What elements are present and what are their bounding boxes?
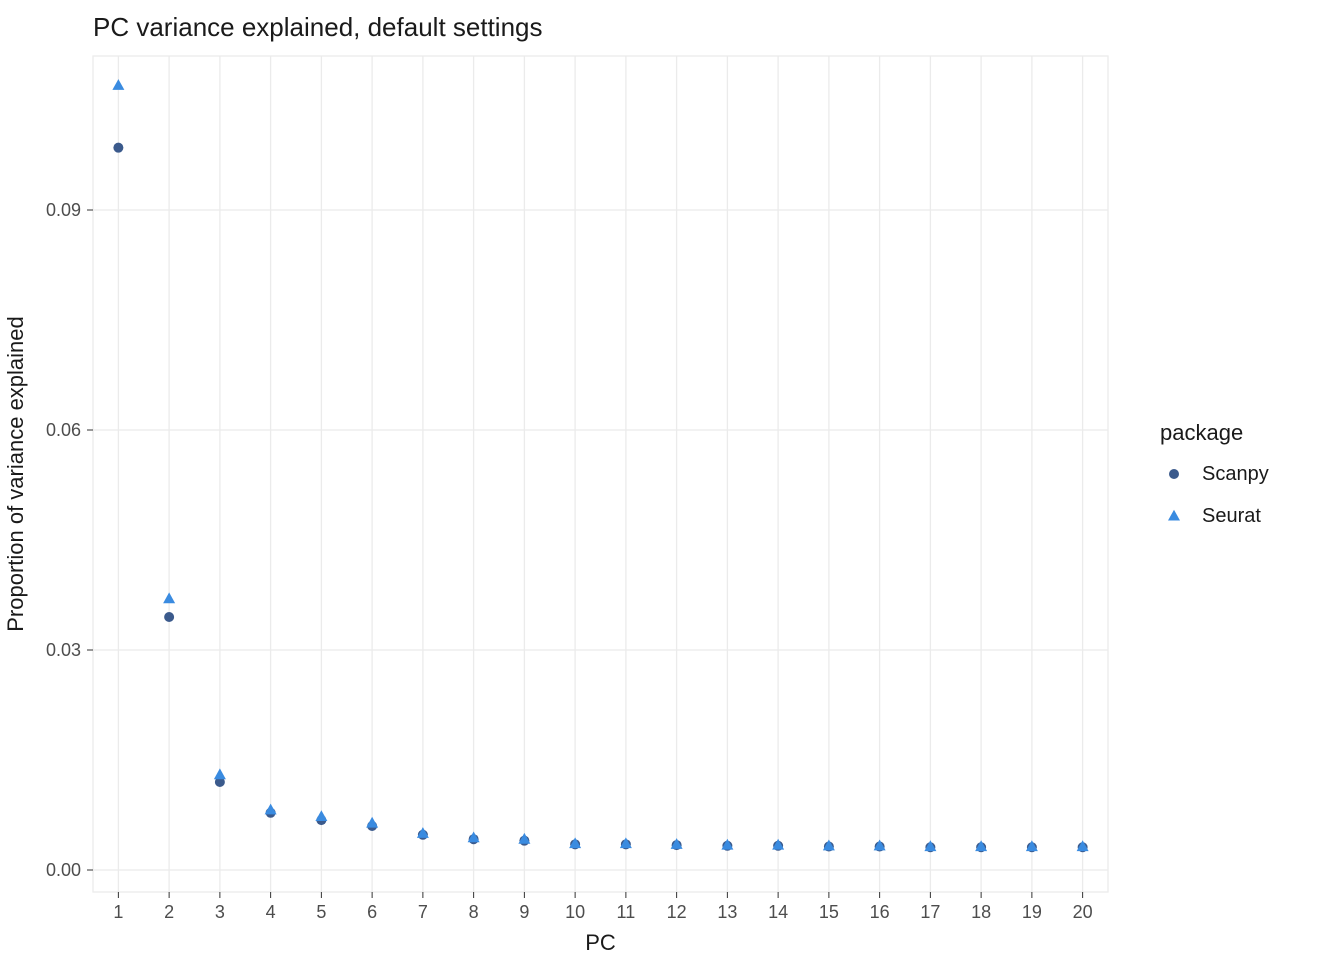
x-tick-label: 5 [316,902,326,922]
x-tick-label: 17 [920,902,940,922]
x-tick-label: 2 [164,902,174,922]
legend-item-scanpy: Scanpy [1160,460,1269,488]
y-tick-label: 0.00 [46,860,81,880]
chart-title: PC variance explained, default settings [93,12,543,43]
x-tick-label: 18 [971,902,991,922]
legend-label: Seurat [1202,505,1261,528]
legend: package Scanpy Seurat [1160,420,1269,530]
x-tick-label: 12 [667,902,687,922]
legend-item-seurat: Seurat [1160,502,1269,530]
x-tick-label: 16 [870,902,890,922]
y-tick-label: 0.06 [46,420,81,440]
circle-icon [1160,460,1188,488]
x-tick-label: 10 [565,902,585,922]
x-tick-label: 15 [819,902,839,922]
x-axis-label: PC [585,930,616,955]
x-tick-label: 1 [113,902,123,922]
x-tick-label: 19 [1022,902,1042,922]
x-tick-label: 3 [215,902,225,922]
x-tick-label: 7 [418,902,428,922]
chart-canvas: 12345678910111213141516171819200.000.030… [0,0,1344,960]
x-tick-label: 9 [519,902,529,922]
legend-label: Scanpy [1202,463,1269,486]
x-tick-label: 13 [717,902,737,922]
x-tick-label: 8 [469,902,479,922]
y-tick-label: 0.09 [46,200,81,220]
x-tick-label: 11 [617,902,636,922]
y-tick-label: 0.03 [46,640,81,660]
x-tick-label: 6 [367,902,377,922]
triangle-icon [1160,502,1188,530]
legend-title: package [1160,420,1269,446]
x-tick-label: 14 [768,902,788,922]
x-tick-label: 20 [1073,902,1093,922]
y-axis-label: Proportion of variance explained [3,316,28,632]
x-tick-label: 4 [266,902,276,922]
